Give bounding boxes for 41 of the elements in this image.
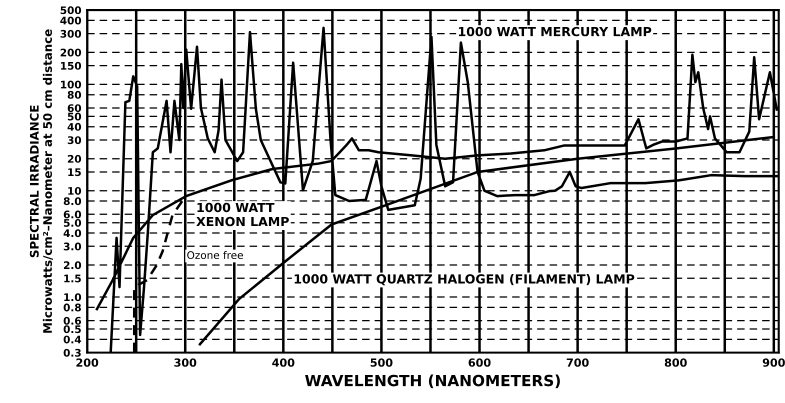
y-tick-label: 4.0: [64, 229, 82, 238]
x-axis-title: WAVELENGTH (NANOMETERS): [305, 374, 560, 388]
y-tick-label: 50: [68, 112, 82, 120]
y-tick-label: 20: [68, 154, 82, 163]
x-tick-label: 300: [174, 358, 196, 367]
y-tick-label: 100: [61, 80, 82, 88]
y-tick-label: 10: [68, 186, 82, 195]
x-tick-label: 800: [664, 358, 687, 367]
y-tick-label: 60: [68, 104, 82, 112]
y-tick-label: 2.0: [64, 261, 82, 270]
x-tick-label: 700: [566, 358, 589, 367]
y-tick-label: 30: [68, 136, 82, 144]
y-tick-label: 8.0: [64, 197, 82, 206]
y-tick-label: 500: [60, 6, 82, 14]
series-label: 1000 WATT XENON LAMP: [196, 202, 289, 226]
x-tick-label: 600: [468, 358, 491, 367]
y-tick-label: 80: [68, 90, 82, 99]
y-tick-label: 0.3: [64, 348, 81, 357]
y-axis-title: SPECTRAL IRRADIANCE Microwatts/cm²–Nanometer at 50 cm distance: [30, 29, 53, 333]
series-label: 1000 WATT MERCURY LAMP: [458, 26, 652, 36]
y-tick-label: 6.0: [64, 210, 82, 218]
x-tick-label: 400: [272, 358, 294, 367]
y-tick-label: 300: [60, 30, 82, 38]
text: Ozone free: [187, 250, 243, 260]
y-tick-label: 200: [60, 48, 82, 56]
x-tick-label: 900: [762, 358, 785, 367]
y-tick-label: 40: [68, 122, 82, 131]
x-tick-label: 200: [76, 358, 98, 367]
x-tick-label: 500: [370, 358, 392, 367]
y-tick-label: 3.0: [64, 242, 82, 250]
y-tick-label: 5.0: [64, 218, 82, 227]
y-tick-label: 0.5: [64, 325, 81, 334]
y-tick-label: 0.4: [64, 336, 82, 344]
y-tick-label: 1.5: [64, 274, 81, 282]
y-tick-label: 150: [61, 62, 82, 70]
y-tick-label: 1.0: [64, 293, 82, 302]
y-tick-label: 15: [68, 168, 81, 176]
y-tick-label: 400: [60, 16, 82, 24]
y-tick-label: 0.8: [64, 304, 81, 312]
y-tick-label: 0.6: [64, 316, 82, 325]
series-label: 1000 WATT QUARTZ HALOGEN (FILAMENT) LAMP: [294, 274, 634, 286]
